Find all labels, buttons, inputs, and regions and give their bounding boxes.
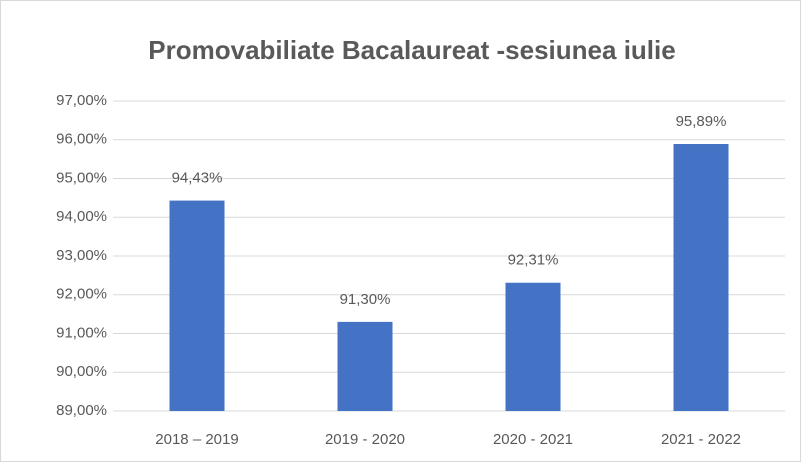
y-tick-label: 91,00% [56, 324, 107, 341]
y-tick-label: 94,00% [56, 208, 107, 225]
bar [169, 200, 225, 411]
bar [673, 144, 729, 411]
x-tick-label: 2021 - 2022 [661, 431, 741, 448]
y-tick-label: 90,00% [56, 363, 107, 380]
bar [505, 282, 561, 411]
y-tick-label: 92,00% [56, 286, 107, 303]
chart-title: Promovabiliate Bacalaureat -sesiunea iul… [148, 35, 675, 65]
bar [337, 321, 393, 411]
y-tick-label: 96,00% [56, 131, 107, 148]
x-tick-label: 2018 – 2019 [155, 431, 238, 448]
y-tick-label: 93,00% [56, 247, 107, 264]
y-tick-label: 97,00% [56, 92, 107, 109]
y-tick-label: 89,00% [56, 402, 107, 419]
x-tick-label: 2020 - 2021 [493, 431, 573, 448]
data-label: 95,89% [676, 113, 727, 130]
data-label: 91,30% [340, 291, 391, 308]
data-label: 94,43% [172, 170, 223, 187]
x-tick-label: 2019 - 2020 [325, 431, 405, 448]
data-label: 92,31% [508, 252, 559, 269]
y-tick-label: 95,00% [56, 169, 107, 186]
